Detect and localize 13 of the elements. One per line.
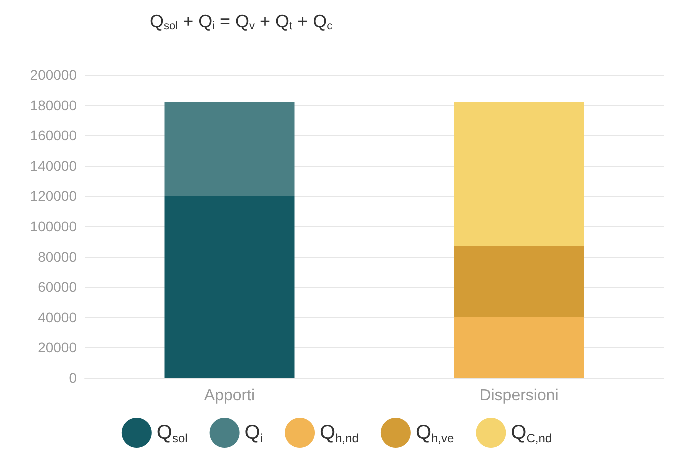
y-tick-label: 140000 xyxy=(30,158,78,174)
y-tick-label: 100000 xyxy=(30,218,78,234)
x-tick-label: Dispersioni xyxy=(480,388,559,404)
y-tick-label: 160000 xyxy=(30,128,78,144)
y-tick-label: 80000 xyxy=(38,248,78,265)
y-tick-label: 180000 xyxy=(30,97,78,114)
y-tick-label: 40000 xyxy=(38,309,78,326)
y-tick-label: 0 xyxy=(69,370,78,386)
y-tick-label: 20000 xyxy=(38,340,78,356)
x-tick-label: Apporti xyxy=(204,388,256,404)
y-tick-label: 120000 xyxy=(30,188,78,204)
y-tick-label: 60000 xyxy=(38,279,78,296)
y-tick-label: 200000 xyxy=(30,67,78,83)
